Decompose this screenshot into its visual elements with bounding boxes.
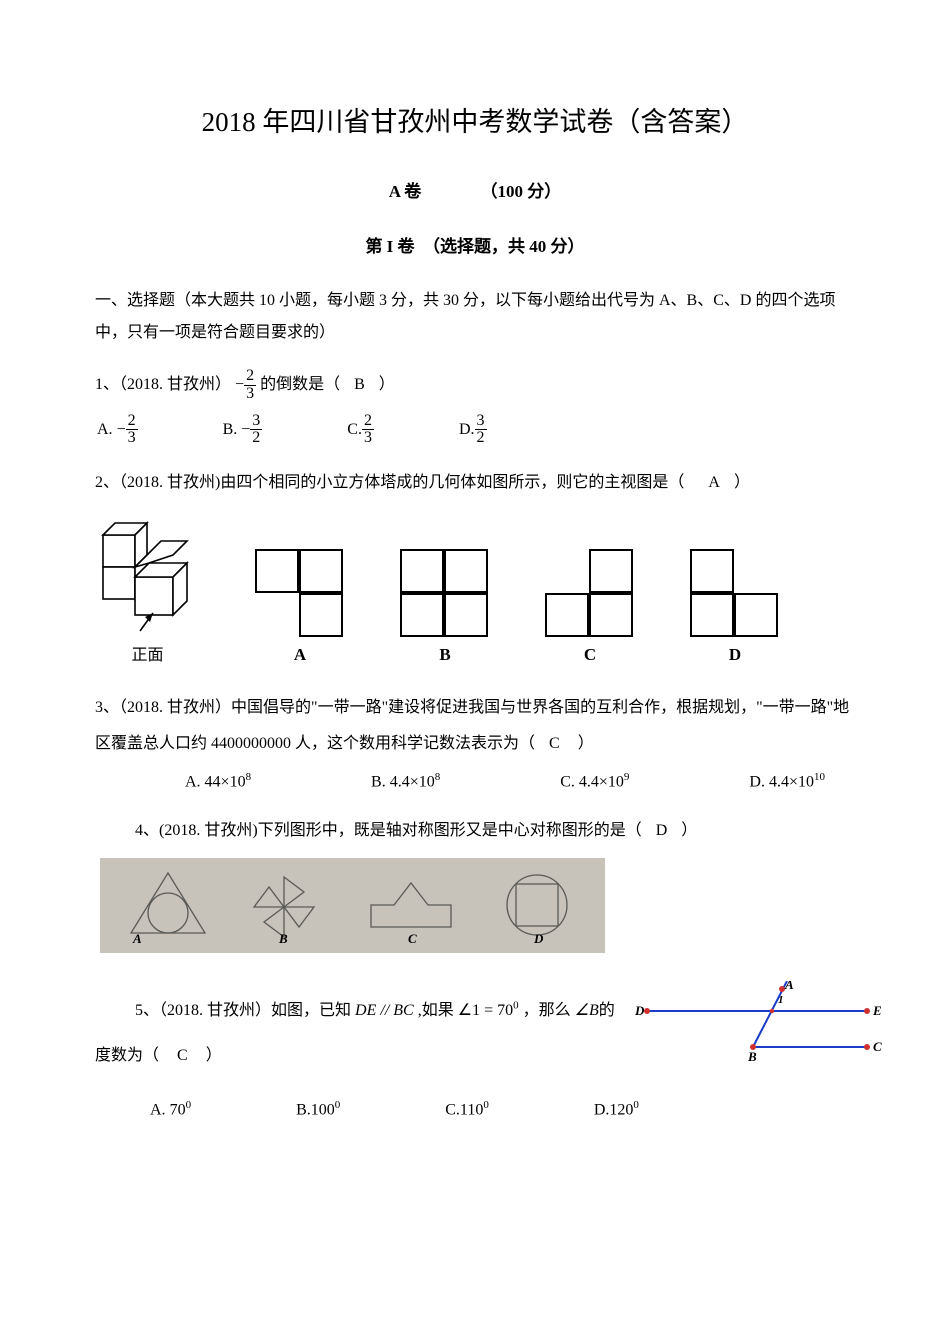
q4-shape-a-icon: A (123, 867, 213, 945)
q2-figures: 正面 A B C D (95, 515, 855, 665)
q5-option-c: C.1100 (445, 1099, 489, 1119)
question-3: 3、（2018. 甘孜州）中国倡导的"一带一路"建设将促进我国与世界各国的互利合… (95, 690, 855, 760)
svg-text:A: A (132, 931, 142, 945)
question-1: 1、（2018. 甘孜州） −23 的倒数是（ B ） (95, 367, 855, 403)
q3-source: （2018. 甘孜州） (119, 699, 231, 716)
q3-close: ） (578, 735, 594, 752)
q2-option-d-figure: D (690, 549, 780, 665)
cube-solid-icon (95, 515, 200, 633)
q4-shape-d-icon: D (492, 867, 582, 945)
svg-text:B: B (278, 931, 288, 945)
q4-number: 4、 (135, 822, 159, 839)
q2-label-a: A (294, 645, 306, 665)
q5-stem-p1: 如图，已知 (271, 1002, 355, 1019)
svg-text:C: C (408, 931, 417, 945)
q1-number: 1、 (95, 376, 119, 393)
q5-stem-p2: ,如果 (414, 1002, 458, 1019)
q4-shape-c-icon: C (356, 867, 466, 945)
q5-line2-close: ） (206, 1047, 222, 1064)
paper-score: （100 分） (481, 182, 562, 201)
paper-label: A 卷 (389, 182, 422, 201)
q2-option-c-figure: C (545, 549, 635, 665)
svg-text:1: 1 (778, 994, 784, 1006)
q4-answer: D (656, 822, 668, 839)
question-2: 2、（2018. 甘孜州)由四个相同的小立方体塔成的几何体如图所示，则它的主视图… (95, 465, 855, 500)
q1-option-b: B. −32 (223, 413, 263, 448)
q3-answer: C (549, 735, 560, 752)
q5-option-d: D.1200 (594, 1099, 639, 1119)
q3-option-a: A. 44×108 (185, 771, 251, 791)
q3-option-c: C. 4.4×109 (560, 771, 629, 791)
q4-shape-b-icon: B (239, 867, 329, 945)
q2-front-label: 正面 (131, 641, 163, 665)
q2-label-d: D (729, 645, 741, 665)
section-header: 第 I 卷 （选择题，共 40 分） (95, 232, 855, 257)
q4-close: ） (681, 822, 697, 839)
q5-stem-p4: 的 (599, 1002, 615, 1019)
q1-option-a: A. −23 (97, 413, 138, 448)
q1-sign: − (235, 376, 244, 393)
q3-option-b: B. 4.4×108 (371, 771, 440, 791)
q2-option-a-figure: A (255, 549, 345, 665)
q2-label-b: B (439, 645, 450, 665)
q2-grid-c (545, 549, 635, 637)
q5-de-bc: DE // BC (355, 1002, 414, 1019)
q5-options: A. 700 B.1000 C.1100 D.1200 (150, 1099, 855, 1119)
q5-stem-p3: ，那么 (519, 1002, 575, 1019)
q1-option-d: D.32 (459, 413, 487, 448)
q1-source: （2018. 甘孜州） (119, 376, 231, 393)
q5-angle1: ∠1 = 700 (458, 1002, 519, 1019)
q2-close: ） (734, 474, 750, 491)
svg-text:A: A (784, 981, 794, 992)
q2-solid-figure: 正面 (95, 515, 200, 665)
q5-number: 5、 (135, 1002, 159, 1019)
q5-diagram-icon: A D E B C 1 (635, 981, 885, 1071)
svg-text:D: D (533, 931, 544, 945)
q3-option-d: D. 4.4×1010 (749, 771, 825, 791)
q4-figure-strip: A B C D (100, 858, 605, 953)
q5-source: （2018. 甘孜州） (159, 1002, 271, 1019)
question-4: 4、(2018. 甘孜州)下列图形中，既是轴对称图形又是中心对称图形的是（ D … (135, 813, 855, 848)
q1-answer: B (354, 376, 365, 393)
q3-options: A. 44×108 B. 4.4×108 C. 4.4×109 D. 4.4×1… (185, 771, 825, 791)
q3-number: 3、 (95, 699, 119, 716)
q5-option-a: A. 700 (150, 1099, 191, 1119)
q2-number: 2、 (95, 474, 119, 491)
q2-answer: A (708, 474, 720, 491)
q1-stem-after: 的倒数是（ (260, 376, 340, 393)
q2-grid-a (255, 549, 345, 637)
q1-close: ） (379, 376, 395, 393)
svg-text:E: E (872, 1003, 882, 1018)
q2-stem: 由四个相同的小立方体塔成的几何体如图所示，则它的主视图是（ (220, 474, 684, 491)
svg-text:B: B (747, 1049, 757, 1064)
q5-option-b: B.1000 (296, 1099, 340, 1119)
q2-option-b-figure: B (400, 549, 490, 665)
q1-option-c: C.23 (347, 413, 374, 448)
svg-text:D: D (635, 1003, 645, 1018)
q2-source: （2018. 甘孜州) (119, 474, 220, 491)
q4-stem: 下列图形中，既是轴对称图形又是中心对称图形的是（ (258, 822, 642, 839)
page-title: 2018 年四川省甘孜州中考数学试卷（含答案） (95, 100, 855, 139)
q2-label-c: C (584, 645, 596, 665)
q5-angleB: ∠B (575, 1002, 599, 1019)
q1-options: A. −23 B. −32 C.23 D.32 (97, 413, 855, 448)
question-5: 5、（2018. 甘孜州）如图，已知 DE // BC ,如果 ∠1 = 700… (135, 993, 855, 1028)
svg-text:C: C (873, 1039, 882, 1054)
q1-fraction: 23 (244, 368, 256, 403)
q5-line2-text: 度数为（ (95, 1047, 159, 1064)
section-instructions: 一、选择题（本大题共 10 小题，每小题 3 分，共 30 分，以下每小题给出代… (95, 285, 855, 349)
q4-source: (2018. 甘孜州) (159, 822, 258, 839)
q2-grid-d (690, 549, 780, 637)
q2-grid-b (400, 549, 490, 637)
q5-answer: C (177, 1047, 188, 1064)
paper-subtitle: A 卷 （100 分） (95, 177, 855, 202)
